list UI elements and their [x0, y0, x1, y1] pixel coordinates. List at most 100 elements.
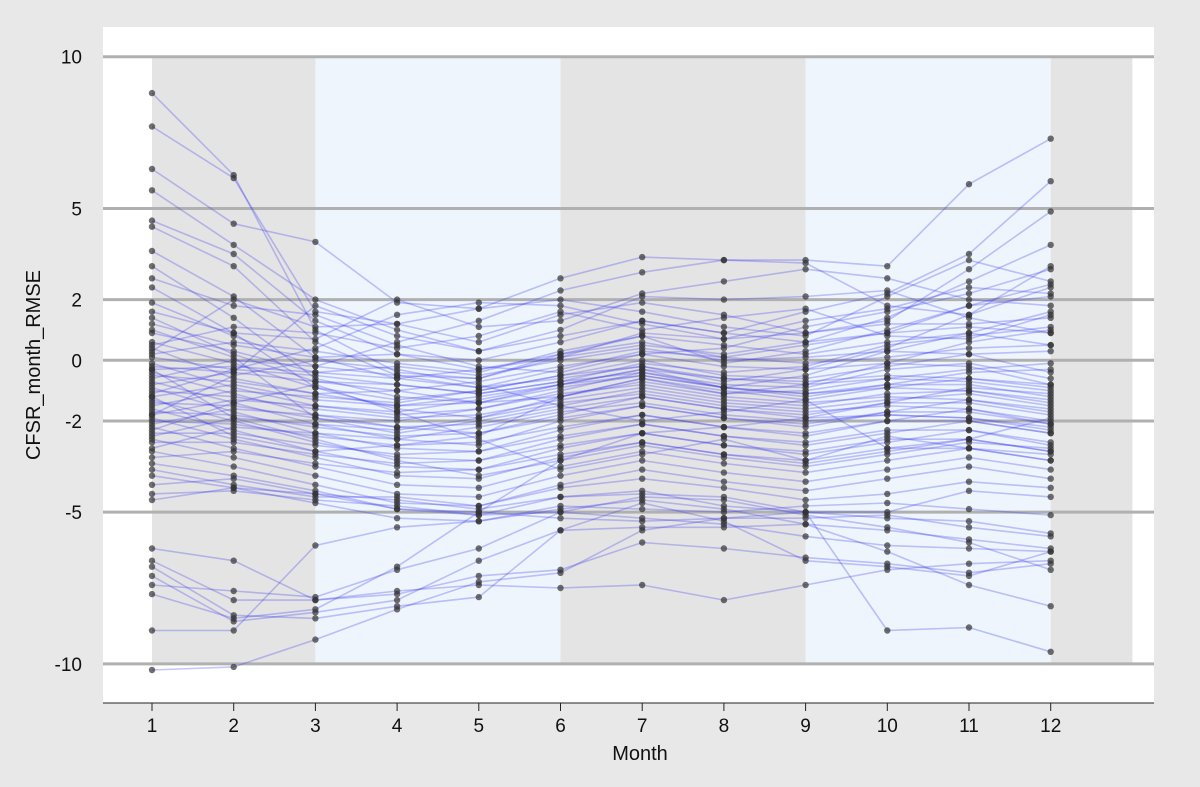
- data-point: [230, 348, 237, 355]
- data-point: [475, 545, 482, 552]
- y-tick-label: 0: [71, 351, 82, 372]
- data-point: [393, 430, 401, 437]
- data-point: [312, 329, 319, 337]
- data-point: [720, 508, 728, 516]
- series-line-16: [151, 332, 1051, 374]
- series-line-5: [151, 219, 1052, 371]
- data-point: [639, 442, 646, 449]
- data-point: [965, 369, 973, 376]
- data-point: [720, 399, 728, 406]
- data-point: [475, 457, 482, 464]
- data-point: [802, 463, 809, 470]
- series-line-21: [151, 368, 1051, 407]
- series-line-7: [151, 250, 1051, 389]
- series-line-18: [151, 362, 1051, 416]
- data-point: [802, 396, 809, 403]
- data-point: [639, 539, 646, 546]
- series-line-55: [151, 414, 1051, 620]
- data-point: [965, 487, 973, 494]
- data-point: [475, 305, 482, 312]
- data-point: [965, 266, 973, 273]
- data-point: [148, 314, 156, 321]
- data-point: [557, 508, 564, 516]
- series-line-15: [151, 347, 1051, 404]
- data-point: [1047, 475, 1054, 482]
- series-line-58: [151, 289, 1051, 374]
- data-point: [965, 290, 973, 297]
- data-point: [312, 323, 319, 331]
- data-point: [475, 557, 482, 564]
- data-point: [639, 499, 646, 507]
- series-line-56: [152, 502, 1051, 632]
- data-point: [1047, 208, 1054, 215]
- data-point: [312, 414, 319, 422]
- data-point: [148, 481, 156, 488]
- data-point: [720, 423, 728, 431]
- data-point: [393, 417, 401, 425]
- data-point: [1047, 393, 1054, 400]
- data-point: [557, 493, 564, 501]
- data-point: [965, 426, 973, 434]
- data-point: [230, 627, 237, 634]
- data-point: [720, 460, 728, 467]
- series-line-13: [151, 332, 1051, 380]
- data-point: [965, 405, 973, 413]
- data-point: [965, 454, 973, 461]
- data-point: [230, 381, 237, 388]
- data-point: [475, 381, 482, 388]
- data-point: [475, 387, 482, 394]
- data-point: [557, 348, 564, 355]
- data-point: [148, 572, 156, 580]
- series-line-46: [151, 474, 1051, 550]
- data-point: [639, 457, 646, 464]
- data-point: [312, 472, 319, 479]
- data-point: [965, 524, 973, 531]
- data-point: [1047, 414, 1054, 422]
- series-line-6: [151, 225, 1052, 389]
- data-point: [312, 442, 319, 449]
- data-point: [965, 390, 973, 397]
- data-point: [965, 311, 973, 318]
- data-point: [802, 521, 809, 528]
- data-point: [1047, 284, 1054, 291]
- data-point: [557, 363, 564, 370]
- data-point: [802, 448, 809, 455]
- data-point: [1047, 369, 1054, 376]
- series-line-11: [151, 317, 1051, 395]
- data-point: [230, 366, 237, 373]
- data-point: [1047, 533, 1054, 540]
- data-point: [148, 426, 156, 434]
- data-point: [557, 326, 564, 334]
- data-point: [1047, 266, 1054, 273]
- data-point: [312, 302, 319, 309]
- data-point: [148, 375, 156, 382]
- data-point: [884, 524, 891, 531]
- data-point: [1047, 457, 1054, 464]
- data-point: [148, 563, 156, 570]
- data-point: [312, 317, 319, 324]
- data-point: [802, 487, 809, 494]
- data-point: [720, 484, 728, 491]
- data-point: [720, 278, 728, 285]
- data-point: [393, 351, 401, 358]
- data-point: [475, 508, 482, 516]
- data-point: [312, 402, 319, 409]
- data-point: [802, 354, 809, 361]
- data-point: [884, 451, 891, 458]
- series-line-50: [151, 547, 1051, 601]
- data-point: [393, 408, 401, 416]
- data-point: [965, 445, 973, 452]
- data-point: [475, 417, 482, 425]
- x-tick-label: 4: [392, 716, 403, 737]
- data-point: [720, 393, 728, 400]
- y-tick-label: 2: [71, 291, 82, 312]
- data-point: [884, 542, 891, 549]
- series-line-19: [151, 347, 1051, 377]
- data-point: [1047, 402, 1054, 409]
- data-point: [884, 332, 891, 340]
- data-point: [148, 320, 156, 328]
- data-point: [802, 557, 809, 564]
- x-tick-label: 5: [474, 716, 485, 737]
- data-point: [475, 466, 482, 473]
- data-point: [965, 518, 973, 525]
